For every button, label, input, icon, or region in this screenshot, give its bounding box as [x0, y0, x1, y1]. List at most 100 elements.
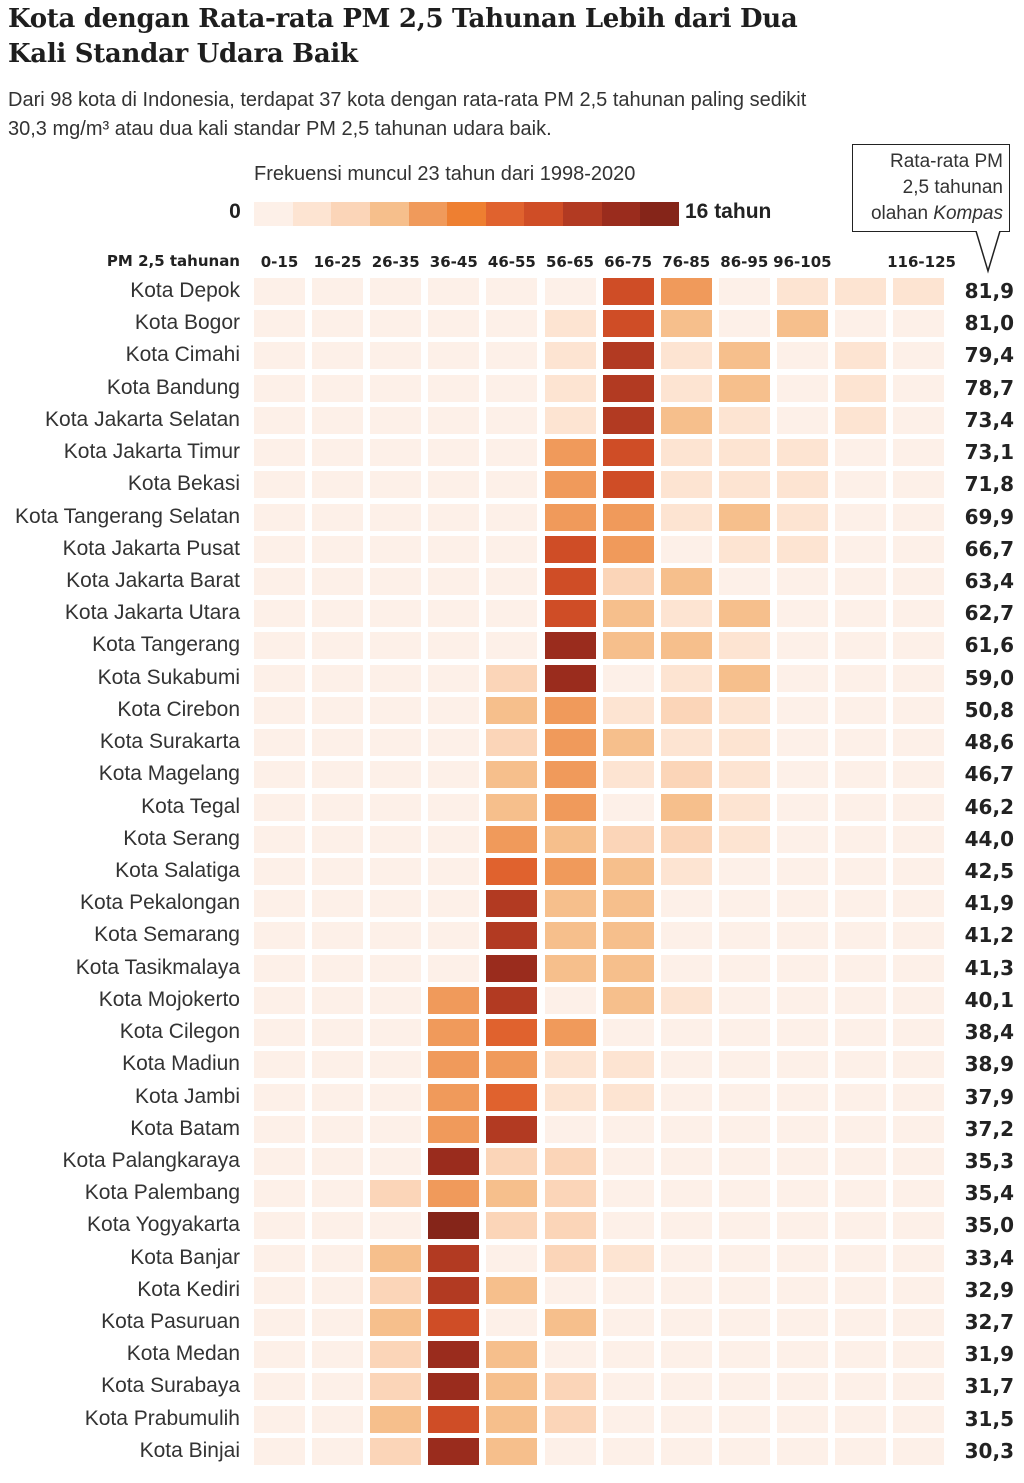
- heatmap-cell: [835, 1212, 886, 1240]
- heatmap-cell: [776, 503, 828, 531]
- heatmap-cell: [486, 310, 538, 338]
- heatmap-cell: [312, 954, 364, 982]
- heatmap-cell: [254, 1083, 305, 1111]
- heatmap-cell: [893, 406, 945, 434]
- heatmap-cell: [718, 406, 770, 434]
- legend-swatch: [563, 202, 602, 226]
- average-value: 38,9: [964, 1052, 1014, 1077]
- callout-line-3-italic: Kompas: [933, 203, 1003, 224]
- heatmap-cell: [428, 535, 480, 563]
- heatmap-cell: [486, 1051, 538, 1079]
- heatmap-cell: [254, 825, 305, 853]
- heatmap-cell: [718, 632, 770, 660]
- heatmap-cell: [428, 567, 480, 595]
- heatmap-cell: [312, 439, 364, 467]
- heatmap-cell: [835, 986, 886, 1014]
- heatmap-cell: [254, 1019, 305, 1047]
- heatmap-cell: [544, 922, 596, 950]
- heatmap-cell: [254, 1051, 305, 1079]
- heatmap-cell: [602, 342, 654, 370]
- heatmap-cell: [893, 278, 945, 305]
- heatmap-cell: [544, 1147, 596, 1175]
- city-label: Kota Semarang: [94, 923, 240, 947]
- heatmap-cell: [835, 1115, 886, 1143]
- heatmap-cell: [835, 761, 886, 789]
- average-value: 31,7: [964, 1374, 1014, 1399]
- heatmap-cell: [660, 729, 712, 757]
- heatmap-cell: [428, 696, 480, 724]
- heatmap-cell: [660, 471, 712, 499]
- heatmap-cell: [893, 342, 945, 370]
- heatmap-cell: [893, 600, 945, 628]
- average-value: 66,7: [964, 536, 1014, 561]
- average-value: 30,3: [964, 1438, 1014, 1463]
- heatmap-cell: [370, 471, 422, 499]
- heatmap-cell: [602, 793, 654, 821]
- heatmap-cell: [776, 600, 828, 628]
- column-header: 76-85: [662, 253, 711, 271]
- heatmap-cell: [602, 857, 654, 885]
- heatmap-cell: [312, 535, 364, 563]
- heatmap-cell: [718, 1373, 770, 1401]
- heatmap-cell: [660, 1051, 712, 1079]
- legend-min-label: 0: [229, 200, 241, 223]
- heatmap-cell: [254, 1373, 305, 1401]
- heatmap-cell: [893, 890, 945, 918]
- heatmap-cell: [312, 986, 364, 1014]
- heatmap-cell: [602, 1180, 654, 1208]
- city-label: Kota Magelang: [98, 762, 240, 786]
- heatmap-cell: [428, 439, 480, 467]
- heatmap-cell: [660, 439, 712, 467]
- column-header: 26-35: [371, 253, 420, 271]
- average-value: 69,9: [964, 504, 1014, 529]
- heatmap-cell: [428, 1180, 480, 1208]
- average-value: 38,4: [964, 1020, 1014, 1045]
- city-label: Kota Depok: [130, 279, 240, 302]
- column-header: 0-15: [260, 253, 299, 271]
- heatmap-cell: [718, 986, 770, 1014]
- column-header: 16-25: [313, 253, 362, 271]
- heatmap-cell: [486, 1212, 538, 1240]
- heatmap-cell: [428, 1083, 480, 1111]
- city-label: Kota Cimahi: [125, 343, 240, 367]
- heatmap-cell: [544, 1051, 596, 1079]
- heatmap-cell: [660, 632, 712, 660]
- heatmap-cell: [370, 278, 422, 305]
- heatmap-cell: [660, 535, 712, 563]
- heatmap-cell: [602, 1083, 654, 1111]
- heatmap-cell: [544, 1244, 596, 1272]
- heatmap-cell: [370, 1180, 422, 1208]
- heatmap-cell: [776, 1309, 828, 1337]
- heatmap-cell: [835, 1244, 886, 1272]
- heatmap-cell: [602, 825, 654, 853]
- heatmap-cell: [486, 1019, 538, 1047]
- heatmap-cell: [544, 1276, 596, 1304]
- heatmap-cell: [312, 922, 364, 950]
- heatmap-cell: [602, 1115, 654, 1143]
- heatmap-cell: [254, 664, 305, 692]
- heatmap-cell: [602, 986, 654, 1014]
- legend-max-label: 16 tahun: [685, 200, 772, 223]
- heatmap-cell: [660, 986, 712, 1014]
- chart-title: Kota dengan Rata-rata PM 2,5 Tahunan Leb…: [8, 4, 798, 69]
- heatmap-cell: [776, 1115, 828, 1143]
- heatmap-cell: [602, 535, 654, 563]
- heatmap-cell: [602, 890, 654, 918]
- heatmap-cell: [893, 1051, 945, 1079]
- heatmap-cell: [428, 664, 480, 692]
- heatmap-cell: [835, 310, 886, 338]
- heatmap-cell: [428, 1244, 480, 1272]
- heatmap-cell: [486, 1244, 538, 1272]
- heatmap-cell: [254, 1437, 305, 1465]
- heatmap-cell: [835, 664, 886, 692]
- heatmap-cell: [602, 1373, 654, 1401]
- heatmap-cell: [835, 1051, 886, 1079]
- heatmap-cell: [370, 1115, 422, 1143]
- heatmap-cell: [835, 535, 886, 563]
- heatmap-cell: [776, 1083, 828, 1111]
- average-value: 50,8: [964, 697, 1014, 722]
- heatmap-cell: [776, 439, 828, 467]
- heatmap-cell: [835, 1019, 886, 1047]
- city-label: Kota Cilegon: [119, 1020, 240, 1044]
- heatmap-cell: [718, 600, 770, 628]
